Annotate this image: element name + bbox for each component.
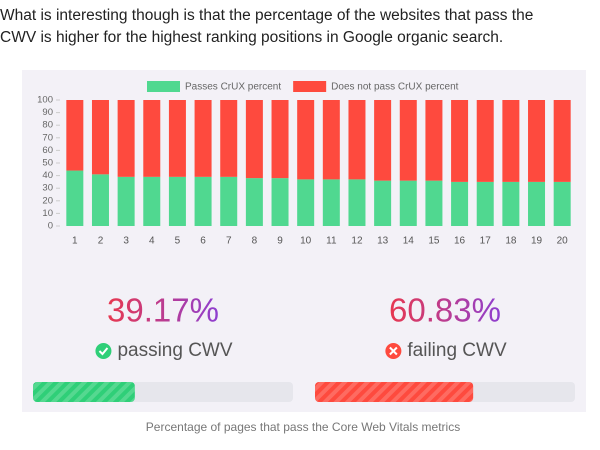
- progress-stripe: [33, 382, 135, 402]
- bar-segment: [91, 100, 109, 175]
- legend-label: Passes CrUX percent: [185, 82, 281, 93]
- y-tick-label: 0: [48, 221, 53, 232]
- stat-label: failing CWV: [407, 340, 507, 361]
- bar-segment: [399, 100, 417, 181]
- x-tick-label: 5: [175, 236, 181, 247]
- legend-swatch: [293, 81, 327, 92]
- bar-segment: [348, 100, 366, 180]
- x-tick-label: 3: [123, 236, 129, 247]
- y-tick-label: 20: [42, 195, 53, 206]
- bar-segment: [476, 100, 494, 182]
- bar-segment: [117, 176, 135, 226]
- bar-segment: [220, 176, 238, 226]
- bar-segment: [143, 100, 161, 177]
- bar-segment: [425, 180, 443, 226]
- bar-segment: [168, 100, 186, 177]
- bar-segment: [117, 100, 135, 177]
- bar-segment: [194, 100, 212, 177]
- bar-segment: [66, 170, 84, 226]
- bar-segment: [245, 178, 263, 226]
- x-tick-label: 7: [226, 236, 232, 247]
- bar-segment: [271, 100, 289, 179]
- bar-segment: [553, 100, 571, 182]
- legend-label: Does not pass CrUX percent: [331, 82, 459, 93]
- bar-segment: [348, 179, 366, 226]
- y-tick-label: 30: [42, 183, 53, 194]
- bar-segment: [425, 100, 443, 181]
- bar-segment: [297, 100, 315, 180]
- stats: 39.17% passing CWV 60.83% failing CWV: [33, 292, 575, 402]
- x-tick-label: 1: [72, 236, 78, 247]
- bar-segment: [271, 178, 289, 226]
- x-tick-label: 2: [98, 236, 104, 247]
- y-tick-label: 40: [42, 170, 53, 181]
- bar-segment: [451, 181, 469, 226]
- x-tick-label: 12: [351, 236, 363, 247]
- caption: Percentage of pages that pass the Core W…: [146, 420, 460, 434]
- status-glyph: [98, 347, 109, 356]
- stat-value: 60.83%: [389, 292, 501, 329]
- intro-line: What is interesting though is that the p…: [0, 7, 533, 24]
- x-tick-label: 19: [531, 236, 543, 247]
- bar-segment: [322, 100, 340, 180]
- bar-segment: [553, 181, 571, 226]
- x-tick-label: 17: [480, 236, 492, 247]
- bar-segment: [528, 181, 546, 226]
- status-glyph: [389, 346, 398, 356]
- bar-segment: [194, 176, 212, 226]
- y-tick-label: 100: [37, 95, 53, 106]
- bar-segment: [220, 100, 238, 177]
- bar-segment: [451, 100, 469, 182]
- bar-segment: [502, 181, 520, 226]
- x-tick-label: 20: [557, 236, 569, 247]
- y-tick-label: 90: [42, 107, 53, 118]
- status-icon: [95, 343, 112, 359]
- x-tick-label: 4: [149, 236, 155, 247]
- progress-stripe: [315, 382, 474, 402]
- intro-line: CWV is higher for the highest ranking po…: [0, 29, 503, 46]
- bar-segment: [297, 179, 315, 226]
- bar-segment: [399, 180, 417, 226]
- x-tick-label: 8: [252, 236, 258, 247]
- x-tick-label: 6: [200, 236, 206, 247]
- y-tick-label: 80: [42, 120, 53, 131]
- x-tick-label: 15: [428, 236, 440, 247]
- x-tick-label: 16: [454, 236, 466, 247]
- y-tick-label: 70: [42, 132, 53, 143]
- y-tick-label: 50: [42, 158, 53, 169]
- bar-segment: [245, 100, 263, 179]
- bar-segment: [476, 181, 494, 226]
- bar-segment: [143, 176, 161, 226]
- bar-segment: [502, 100, 520, 182]
- x-tick-label: 11: [326, 236, 337, 247]
- x-tick-label: 13: [377, 236, 389, 247]
- bar-segment: [91, 174, 109, 226]
- x-tick-label: 14: [403, 236, 415, 247]
- bar-segment: [528, 100, 546, 182]
- bar-segment: [322, 179, 340, 226]
- bar-segment: [374, 180, 392, 226]
- x-tick-label: 10: [300, 236, 312, 247]
- y-tick-label: 60: [42, 145, 53, 156]
- stat-value: 39.17%: [107, 292, 219, 329]
- x-tick-label: 18: [505, 236, 517, 247]
- x-tick-label: 9: [277, 236, 283, 247]
- stat-label: passing CWV: [117, 340, 232, 361]
- legend-swatch: [147, 81, 180, 92]
- bar-segment: [374, 100, 392, 181]
- bar-segment: [66, 100, 84, 171]
- bar-segment: [168, 176, 186, 226]
- y-tick-label: 10: [42, 208, 53, 219]
